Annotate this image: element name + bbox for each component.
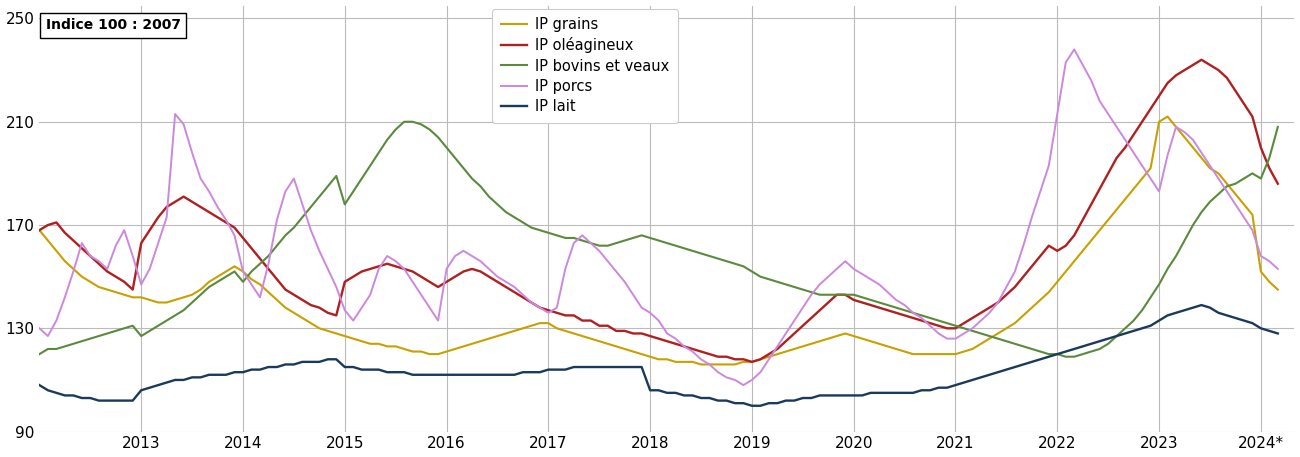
Line: IP porcs: IP porcs	[39, 49, 1278, 385]
IP lait	[363, 367, 378, 372]
IP oléagineux	[430, 284, 446, 290]
IP grains	[1270, 287, 1286, 292]
IP porcs	[897, 303, 913, 308]
IP porcs	[1066, 47, 1082, 52]
IP bovins et veaux	[363, 163, 378, 168]
IP lait	[744, 403, 759, 409]
IP bovins et veaux	[396, 119, 412, 124]
IP lait	[1193, 303, 1209, 308]
IP grains	[998, 325, 1014, 331]
Legend: IP grains, IP oléagineux, IP bovins et veaux, IP porcs, IP lait: IP grains, IP oléagineux, IP bovins et v…	[493, 9, 677, 122]
IP oléagineux	[710, 354, 725, 360]
IP porcs	[430, 318, 446, 323]
IP lait	[710, 398, 725, 404]
IP lait	[998, 367, 1014, 372]
Text: Indice 100 : 2007: Indice 100 : 2007	[46, 18, 181, 32]
IP oléagineux	[1193, 57, 1209, 63]
IP grains	[1160, 114, 1175, 119]
IP bovins et veaux	[1270, 124, 1286, 130]
IP porcs	[1270, 266, 1286, 271]
IP porcs	[31, 325, 47, 331]
IP bovins et veaux	[1015, 344, 1031, 349]
IP oléagineux	[998, 292, 1014, 298]
IP bovins et veaux	[31, 351, 47, 357]
IP oléagineux	[363, 266, 378, 271]
IP lait	[31, 383, 47, 388]
IP grains	[363, 341, 378, 346]
Line: IP bovins et veaux: IP bovins et veaux	[39, 122, 1278, 357]
IP oléagineux	[897, 313, 913, 318]
IP oléagineux	[744, 359, 759, 365]
IP oléagineux	[1270, 181, 1286, 186]
IP lait	[1015, 361, 1031, 367]
IP oléagineux	[1015, 274, 1031, 279]
IP lait	[430, 372, 446, 377]
IP grains	[1015, 313, 1031, 318]
IP oléagineux	[31, 228, 47, 233]
IP grains	[430, 351, 446, 357]
IP porcs	[998, 284, 1014, 290]
IP bovins et veaux	[719, 258, 734, 264]
IP porcs	[710, 369, 725, 375]
IP bovins et veaux	[897, 308, 913, 313]
Line: IP grains: IP grains	[39, 117, 1278, 364]
IP grains	[31, 228, 47, 233]
IP bovins et veaux	[998, 339, 1014, 344]
IP bovins et veaux	[1058, 354, 1074, 360]
IP bovins et veaux	[439, 145, 455, 150]
IP porcs	[736, 383, 751, 388]
IP grains	[693, 361, 709, 367]
IP lait	[897, 390, 913, 396]
IP porcs	[1015, 243, 1031, 249]
IP lait	[1270, 331, 1286, 336]
Line: IP lait: IP lait	[39, 305, 1278, 406]
IP grains	[719, 361, 734, 367]
IP grains	[897, 349, 913, 354]
IP porcs	[363, 292, 378, 298]
Line: IP oléagineux: IP oléagineux	[39, 60, 1278, 362]
